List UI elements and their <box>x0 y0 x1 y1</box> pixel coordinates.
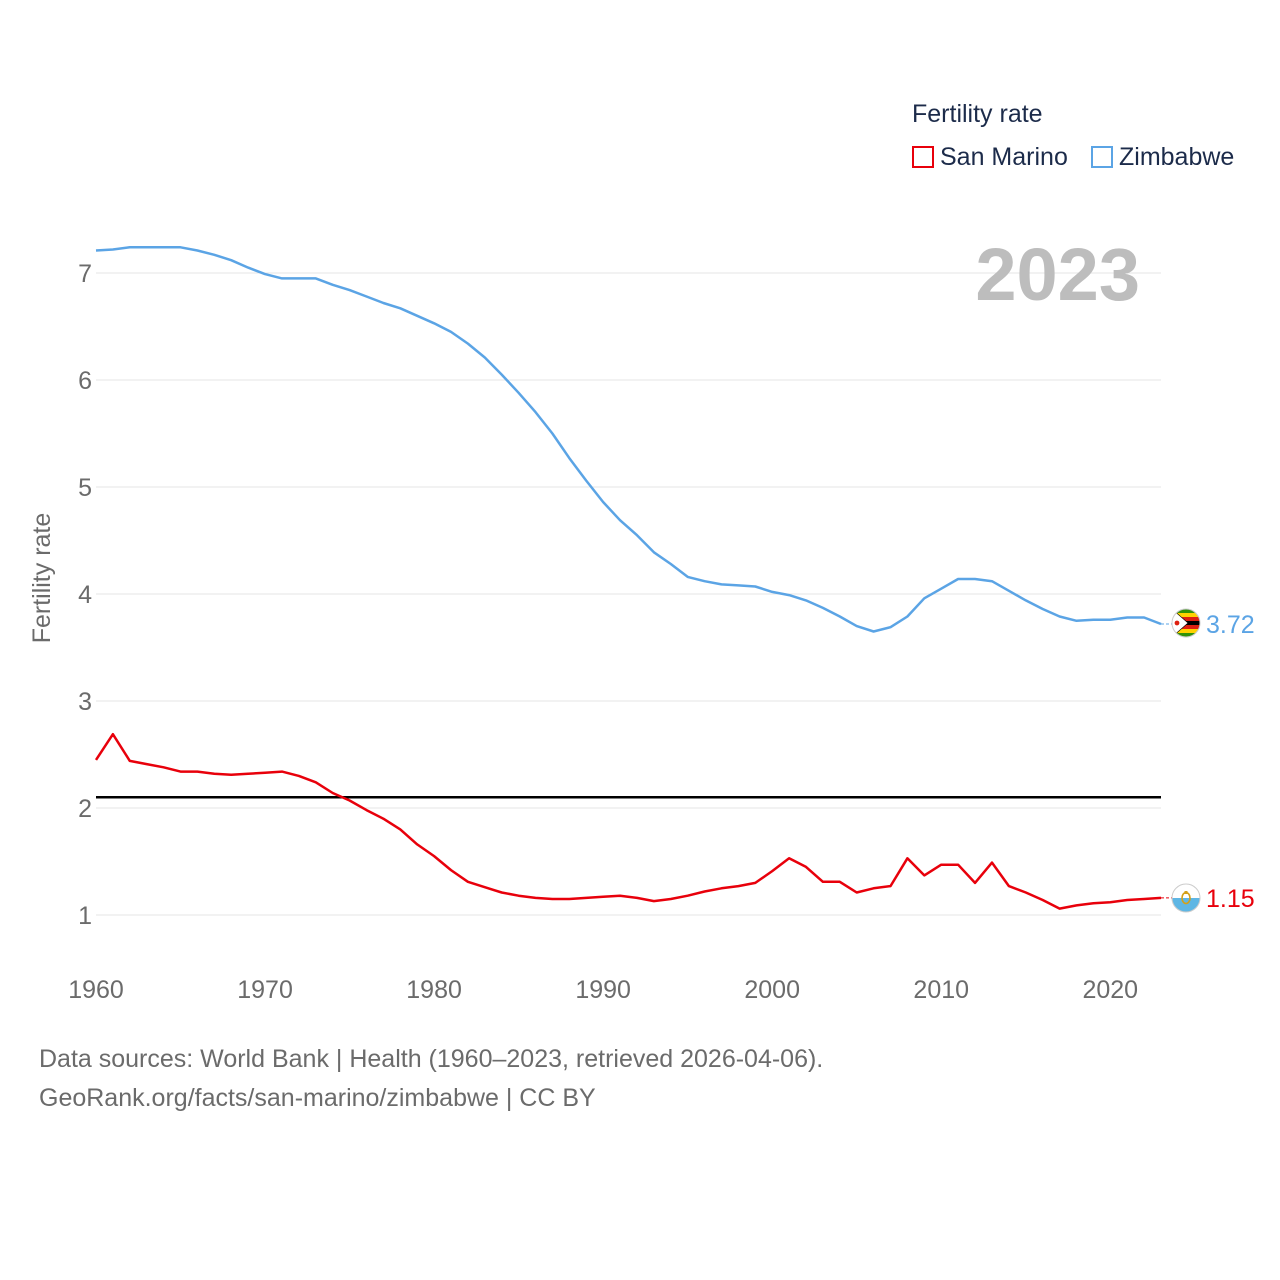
data-source-text: Data sources: World Bank | Health (1960–… <box>39 1045 824 1073</box>
x-tick-label: 2000 <box>744 976 800 1004</box>
legend-item-zimbabwe[interactable]: Zimbabwe <box>1091 142 1234 172</box>
zimbabwe-flag-icon <box>1171 608 1201 638</box>
y-tick-label: 4 <box>78 581 92 609</box>
series-line-zimbabwe[interactable] <box>95 246 1162 633</box>
legend-label-zimbabwe: Zimbabwe <box>1119 142 1235 171</box>
legend-title: Fertility rate <box>912 100 1043 128</box>
y-tick-label: 6 <box>78 367 92 395</box>
y-tick-label: 1 <box>78 902 92 930</box>
legend-label-san-marino: San Marino <box>940 142 1068 171</box>
end-value-label-san-marino: 1.15 <box>1206 885 1255 913</box>
x-tick-label: 2020 <box>1082 976 1138 1004</box>
end-value-label-zimbabwe: 3.72 <box>1206 611 1255 639</box>
series-line-san-marino[interactable] <box>94 732 1162 910</box>
legend-swatch-san-marino <box>912 146 934 168</box>
y-tick-label: 3 <box>78 688 92 716</box>
x-tick-label: 1970 <box>237 976 293 1004</box>
san-marino-flag-icon <box>1171 883 1201 913</box>
x-tick-label: 1960 <box>68 976 124 1004</box>
legend-item-san-marino[interactable]: San Marino <box>912 142 1068 172</box>
y-tick-label: 7 <box>78 260 92 288</box>
x-tick-label: 2010 <box>913 976 969 1004</box>
y-tick-label: 5 <box>78 474 92 502</box>
x-tick-label: 1990 <box>575 976 631 1004</box>
x-tick-label: 1980 <box>406 976 462 1004</box>
y-axis-label: Fertility rate <box>28 513 56 644</box>
legend-swatch-zimbabwe <box>1091 146 1113 168</box>
y-tick-label: 2 <box>78 795 92 823</box>
credit-text[interactable]: GeoRank.org/facts/san-marino/zimbabwe | … <box>39 1084 596 1112</box>
year-watermark: 2023 <box>975 233 1140 316</box>
